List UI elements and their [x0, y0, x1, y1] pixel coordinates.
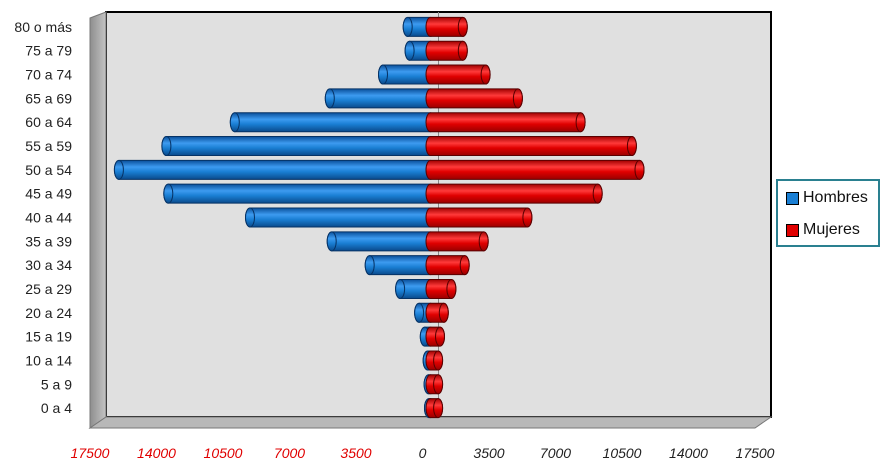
bar-hombres-11 [161, 136, 436, 157]
y-tick-label: 5 a 9 [41, 376, 72, 392]
legend-label-mujeres: Mujeres [803, 221, 860, 238]
y-tick-label: 30 a 34 [25, 257, 72, 273]
y-tick-label: 45 a 49 [25, 186, 72, 202]
y-tick-label: 0 a 4 [41, 400, 72, 416]
legend-swatch-hombres [786, 191, 799, 205]
x-tick-label: 0 [419, 445, 427, 460]
bar-mujeres-13 [425, 88, 523, 109]
bar-mujeres-5 [425, 278, 457, 299]
y-tick-label: 20 a 24 [25, 305, 72, 321]
x-tick-label: 17500 [736, 445, 775, 460]
bar-mujeres-15 [425, 40, 468, 61]
bar-mujeres-14 [425, 64, 491, 85]
x-axis-labels: 17500 14000 10500 7000 3500 0 3500 7000 10500 140… [71, 445, 775, 460]
legend-label-hombres: Hombres [803, 189, 868, 206]
bar-mujeres-12 [425, 112, 586, 133]
x-tick-label: 10500 [603, 445, 642, 460]
bar-mujeres-9 [425, 183, 603, 204]
y-tick-label: 35 a 39 [25, 233, 72, 249]
bar-mujeres-4 [425, 302, 449, 323]
legend: Hombres Mujeres [776, 179, 880, 247]
y-tick-label: 10 a 14 [25, 352, 72, 368]
bar-hombres-9 [163, 183, 436, 204]
bar-hombres-6 [364, 255, 436, 276]
y-tick-label: 65 a 69 [25, 90, 72, 106]
x-tick-label: 14000 [669, 445, 708, 460]
side-wall [89, 11, 107, 429]
y-tick-label: 25 a 29 [25, 281, 72, 297]
y-tick-label: 80 o más [14, 19, 72, 35]
y-tick-label: 55 a 59 [25, 138, 72, 154]
x-tick-label: 10500 [204, 445, 243, 460]
bar-hombres-7 [326, 231, 436, 252]
bar-hombres-12 [229, 112, 436, 133]
y-tick-label: 50 a 54 [25, 162, 72, 178]
bar-mujeres-0 [425, 398, 444, 419]
bar-mujeres-8 [425, 207, 533, 228]
x-tick-label: 14000 [137, 445, 176, 460]
x-tick-label: 3500 [473, 445, 504, 460]
y-tick-label: 75 a 79 [25, 43, 72, 59]
legend-item-hombres: Hombres [786, 187, 868, 209]
bar-mujeres-16 [425, 16, 468, 37]
floor [88, 416, 773, 429]
bar-hombres-14 [378, 64, 436, 85]
y-tick-label: 70 a 74 [25, 67, 72, 83]
legend-swatch-mujeres [786, 223, 799, 237]
x-tick-label: 3500 [340, 445, 371, 460]
y-tick-label: 60 a 64 [25, 114, 72, 130]
bar-mujeres-3 [425, 326, 445, 347]
x-tick-label: 17500 [71, 445, 110, 460]
y-axis-labels: 0 a 4 5 a 9 10 a 14 15 a 19 20 a 24 25 a 29 30… [14, 19, 72, 416]
bar-hombres-10 [113, 159, 436, 180]
x-tick-label: 7000 [540, 445, 571, 460]
bar-mujeres-2 [425, 350, 444, 371]
bars-group [113, 16, 645, 419]
bar-mujeres-11 [425, 136, 637, 157]
bar-mujeres-6 [425, 255, 470, 276]
y-tick-label: 15 a 19 [25, 329, 72, 345]
x-tick-label: 7000 [274, 445, 305, 460]
bar-mujeres-1 [425, 374, 444, 395]
legend-item-mujeres: Mujeres [786, 219, 860, 241]
bar-mujeres-7 [425, 231, 489, 252]
bar-mujeres-10 [425, 159, 645, 180]
bar-hombres-13 [324, 88, 436, 109]
bar-hombres-8 [245, 207, 436, 228]
y-tick-label: 40 a 44 [25, 210, 72, 226]
